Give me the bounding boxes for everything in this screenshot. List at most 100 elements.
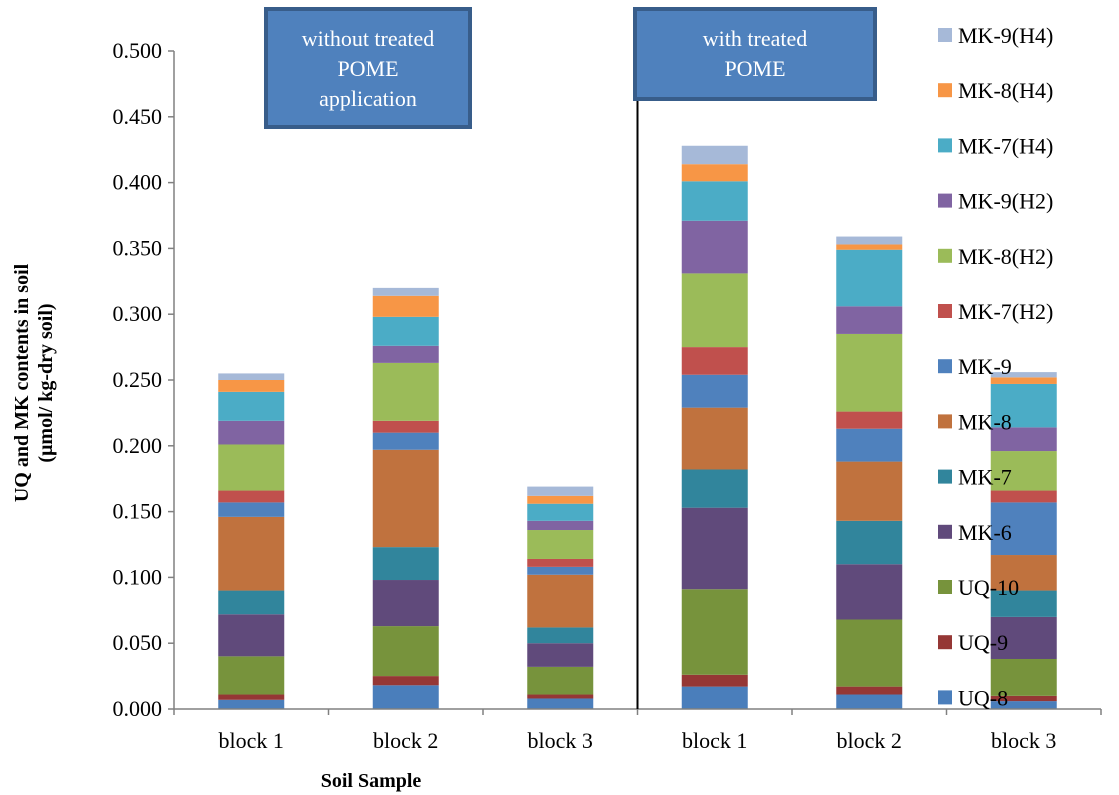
bar-segment-uq-8-5 (836, 694, 903, 709)
bar-segment-mk-8-6 (990, 555, 1057, 591)
bar-segment-mk-9-4 (681, 374, 748, 408)
bar-segment-mk-8-3 (527, 574, 594, 628)
legend-label: MK-6 (958, 520, 1012, 545)
bar-segment-mk-9-h2--2 (372, 345, 439, 363)
y-tick-label: 0.400 (113, 170, 163, 195)
legend-swatch (938, 469, 952, 484)
bar-segment-mk-9-h4--3 (527, 486, 594, 496)
group-label-text-1: without treated (302, 26, 435, 51)
legend-swatch (938, 524, 952, 539)
x-tick-label: block 1 (682, 728, 747, 753)
legend-label: MK-8(H2) (958, 244, 1053, 269)
bar-segment-mk-9-6 (990, 502, 1057, 556)
legend-swatch (938, 83, 952, 98)
bar-segment-mk-8-h4--2 (372, 295, 439, 317)
bar-segment-mk-7-3 (527, 627, 594, 644)
bar-segment-uq-9-2 (372, 676, 439, 686)
bar-segment-uq-10-6 (990, 658, 1057, 696)
legend-label: MK-9(H4) (958, 23, 1053, 48)
bar-segment-mk-7-h4--2 (372, 316, 439, 346)
bar-segment-mk-7-h2--6 (990, 490, 1057, 503)
group-label-box-2 (633, 7, 877, 101)
bar-segment-mk-9-h4--2 (372, 287, 439, 296)
bar-segment-mk-9-h2--5 (836, 306, 903, 334)
bar-segment-mk-7-h2--4 (681, 347, 748, 375)
legend-swatch (938, 359, 952, 374)
y-tick-label: 0.300 (113, 301, 163, 326)
group-label-box-1 (264, 7, 472, 129)
legend-swatch (938, 193, 952, 208)
bar-segment-mk-8-h4--5 (836, 244, 903, 250)
legend-swatch (938, 28, 952, 42)
bar-segment-mk-7-h4--4 (681, 181, 748, 221)
y-tick-label: 0.000 (113, 696, 163, 721)
bar-segment-mk-7-h4--1 (218, 391, 285, 421)
legend-swatch (938, 138, 952, 153)
legend-layer: MK-9(H4) MK-8(H4) MK-7(H4) MK-9(H2) MK-8(H2)… (938, 23, 1053, 710)
legend-label: MK-7(H4) (958, 133, 1053, 158)
legend-label: MK-8 (958, 409, 1012, 434)
bar-segment-mk-8-h2--6 (990, 451, 1057, 491)
bar-segment-mk-9-3 (527, 566, 594, 575)
bar-segment-uq-9-3 (527, 694, 594, 699)
bar-segment-mk-7-h2--3 (527, 558, 594, 567)
legend-label: MK-9(H2) (958, 189, 1053, 214)
bar-segment-mk-6-5 (836, 564, 903, 620)
y-tick-label: 0.450 (113, 104, 163, 129)
group-label-text-1: POME (337, 56, 398, 81)
bar-segment-mk-8-h4--1 (218, 380, 285, 392)
y-tick-label: 0.350 (113, 235, 163, 260)
y-tick-label: 0.050 (113, 630, 163, 655)
legend-swatch (938, 635, 952, 650)
y-axis-title: UQ and MK contents in soil (11, 263, 33, 502)
bar-segment-mk-7-4 (681, 469, 748, 508)
bar-segment-uq-8-2 (372, 685, 439, 709)
bar-segment-mk-9-h2--1 (218, 420, 285, 445)
bar-segment-uq-8-1 (218, 699, 285, 709)
legend-label: UQ-9 (958, 630, 1008, 655)
bar-segment-mk-8-1 (218, 516, 285, 591)
bar-segment-mk-9-2 (372, 432, 439, 450)
bar-segment-mk-7-h4--6 (990, 383, 1057, 428)
bar-segment-uq-9-1 (218, 694, 285, 700)
legend-label: MK-7 (958, 465, 1012, 490)
bar-segment-mk-7-1 (218, 590, 285, 615)
bar-segment-uq-9-4 (681, 674, 748, 687)
legend-label: MK-8(H4) (958, 78, 1053, 103)
bar-segment-mk-9-1 (218, 502, 285, 517)
bar-segment-uq-10-4 (681, 589, 748, 675)
bar-segment-mk-8-h2--5 (836, 333, 903, 412)
legend-swatch (938, 304, 952, 318)
bar-segment-mk-9-h4--1 (218, 373, 285, 380)
bar-segment-mk-9-h4--6 (990, 372, 1057, 378)
group-label-text-2: POME (724, 56, 785, 81)
bar-segment-mk-8-2 (372, 449, 439, 548)
bar-segment-uq-9-5 (836, 686, 903, 695)
bar-segment-mk-7-h2--2 (372, 420, 439, 433)
bar-segment-uq-8-3 (527, 698, 594, 709)
bar-segment-mk-8-h4--4 (681, 164, 748, 182)
group-label-text-2: with treated (703, 26, 807, 51)
bar-segment-mk-8-h2--1 (218, 444, 285, 491)
bar-segment-mk-7-2 (372, 547, 439, 581)
y-axis-title-units: (μmol/ kg-dry soil) (35, 303, 57, 462)
x-tick-label: block 2 (373, 728, 438, 753)
bar-segment-mk-9-h2--3 (527, 520, 594, 531)
bar-segment-mk-8-h2--3 (527, 530, 594, 559)
bar-segment-mk-7-5 (836, 520, 903, 565)
y-tick-label: 0.500 (113, 38, 163, 63)
y-tick-label: 0.150 (113, 499, 163, 524)
bar-segment-uq-10-1 (218, 656, 285, 695)
legend-label: MK-7(H2) (958, 299, 1053, 324)
bar-segment-mk-9-h2--6 (990, 427, 1057, 452)
bar-segment-mk-7-h4--5 (836, 249, 903, 307)
bar-segment-uq-9-6 (990, 695, 1057, 702)
bar-segment-mk-7-h2--1 (218, 490, 285, 503)
bar-segment-mk-7-6 (990, 590, 1057, 617)
bars-layer (218, 145, 1057, 709)
bar-segment-uq-10-2 (372, 626, 439, 677)
bar-segment-mk-8-h2--2 (372, 362, 439, 421)
bar-segment-mk-9-h2--4 (681, 220, 748, 274)
